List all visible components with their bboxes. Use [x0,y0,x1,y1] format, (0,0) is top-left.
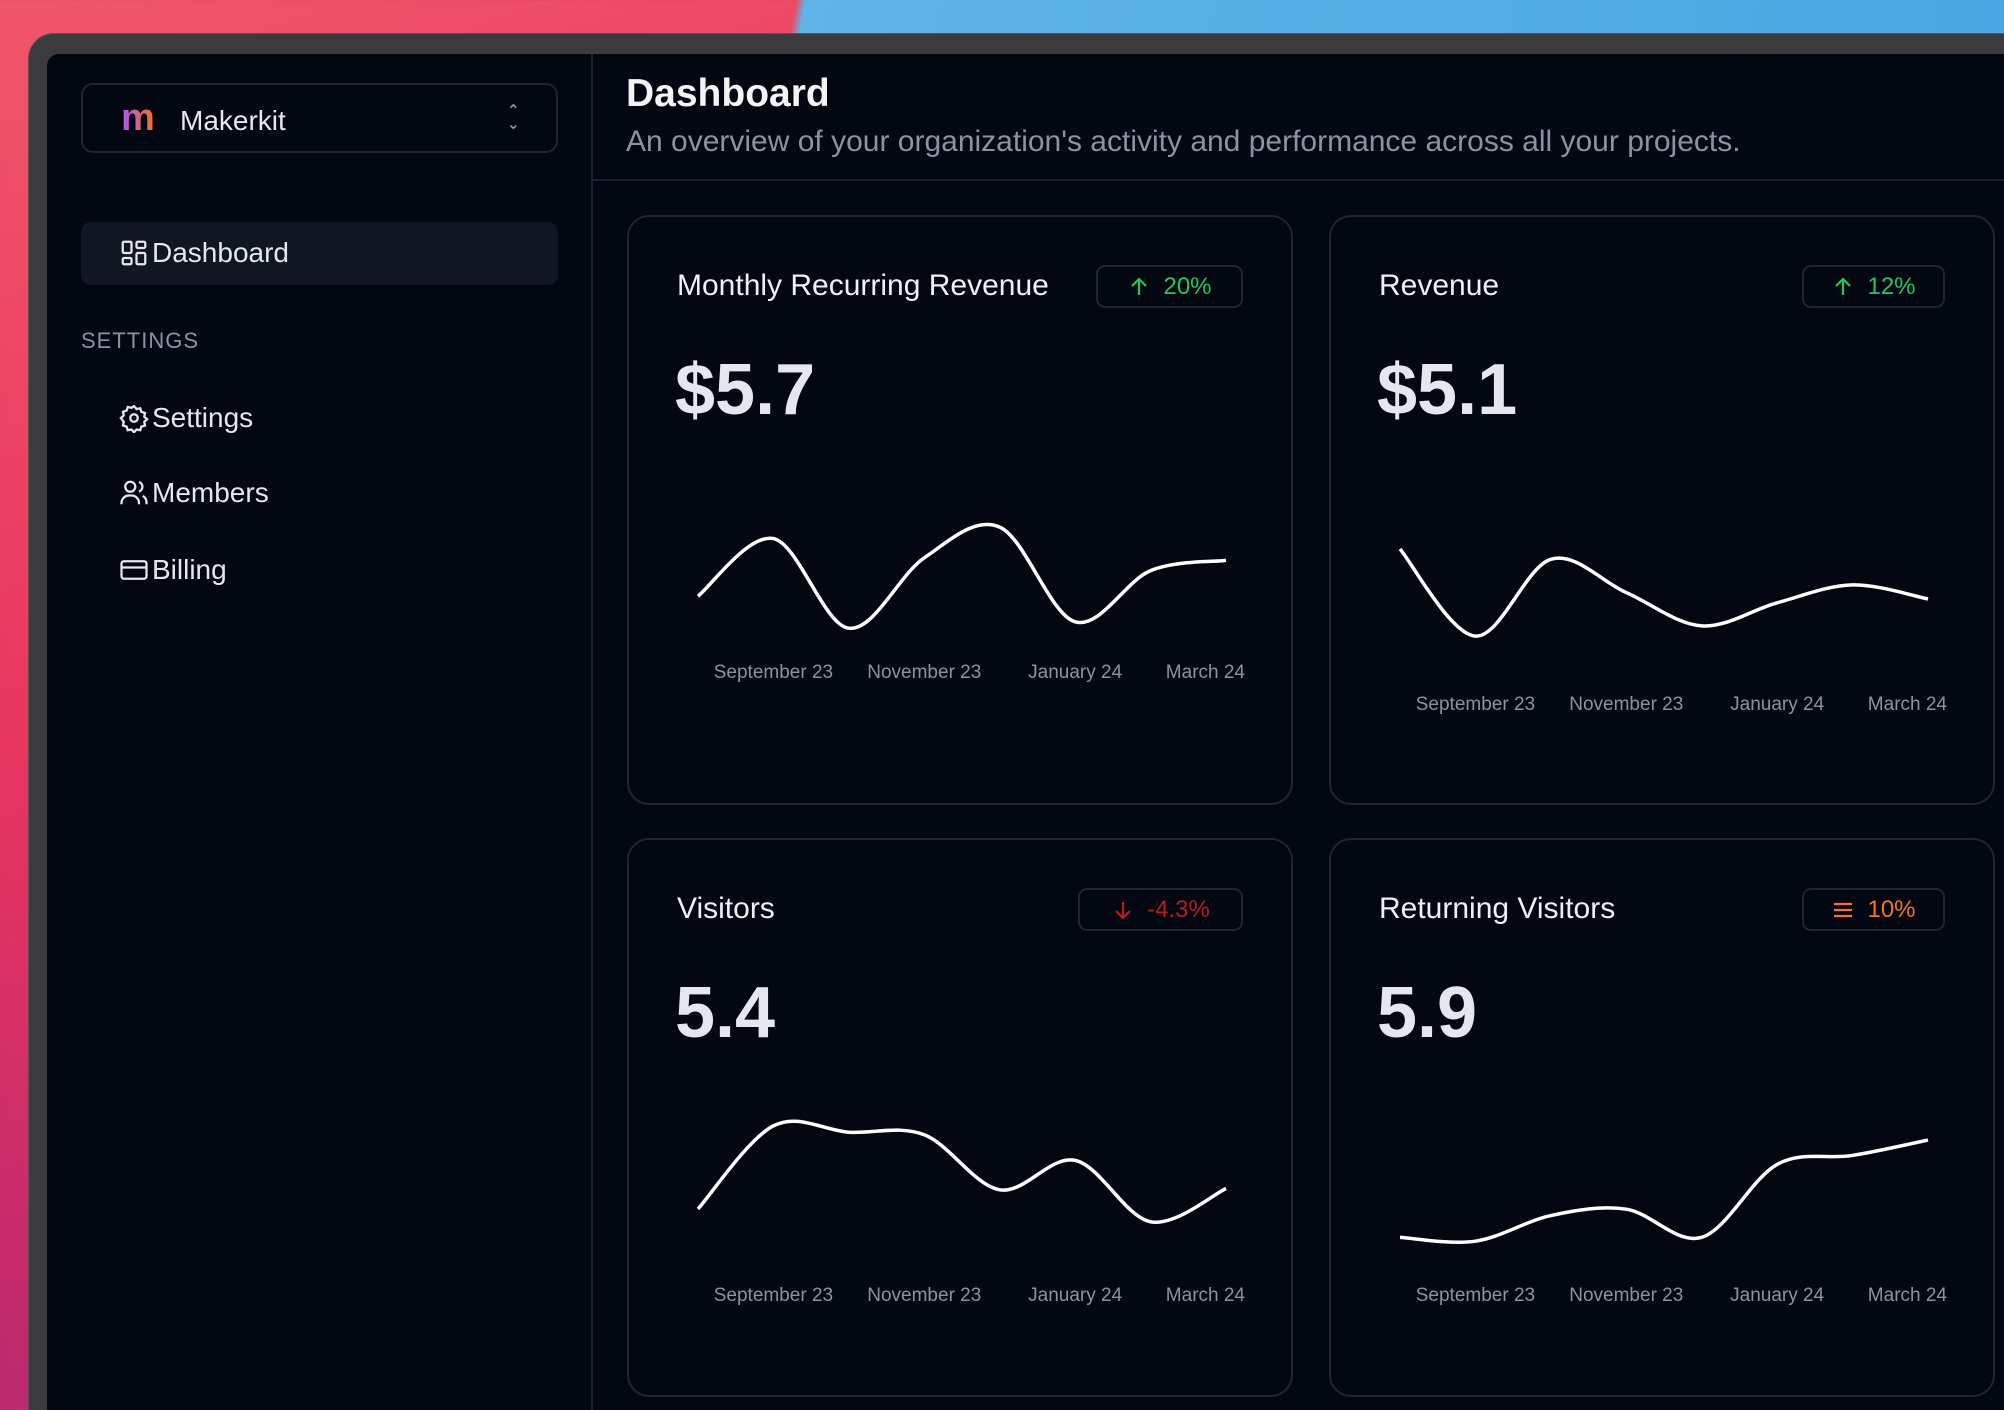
arrow-down-icon [1115,901,1131,920]
page-subtitle: An overview of your organization's activ… [626,125,1741,158]
x-tick-label: March 24 [1868,694,1948,715]
sidebar-item-dashboard[interactable]: Dashboard [81,225,558,281]
x-tick-label: November 23 [867,662,981,683]
x-tick-label: January 24 [1730,694,1824,715]
x-tick-label: March 24 [1166,662,1246,683]
x-tick-label: November 23 [1569,1285,1683,1306]
x-tick-label: September 23 [1416,1285,1535,1306]
sparkline-chart: September 23 November 23 January 24 March 2… [696,1119,1246,1306]
makerkit-logo: m [121,97,155,139]
x-tick-label: September 23 [1416,694,1535,715]
app-window: m Makerkit ⌃ ⌄ Dashboard SETTINGS Setting… [47,54,2004,1410]
series-line [1398,547,1929,638]
card-title: Returning Visitors [1379,892,1616,925]
metric-value: $5.1 [1377,350,1518,430]
metric-value: $5.7 [675,350,816,430]
x-tick-label: January 24 [1730,1285,1824,1306]
trend-badge: 12% [1802,265,1945,308]
x-tick-label: March 24 [1166,1285,1246,1306]
trend-value: 20% [1163,272,1212,300]
sidebar-item-label: Dashboard [152,237,289,268]
sidebar-item-members[interactable]: Members [81,465,558,521]
arrow-up-icon [1835,276,1852,295]
chevrons-up-down-icon: ⌃ ⌄ [506,103,520,133]
series-line [696,522,1227,630]
sidebar: m Makerkit ⌃ ⌄ Dashboard SETTINGS Setting… [47,54,593,1410]
x-tick-label: November 23 [1569,694,1683,715]
x-tick-label: September 23 [714,1285,833,1306]
sparkline-chart: September 23 November 23 January 24 March 2… [1398,547,1948,715]
users-icon [120,480,148,505]
trend-value: -4.3% [1147,895,1210,923]
card-title: Visitors [677,892,775,925]
metric-card-returning-visitors: Returning Visitors 10% 5.9 September 23 No… [1329,838,1995,1397]
credit-card-icon [120,560,148,580]
x-tick-label: September 23 [714,662,833,683]
x-tick-label: November 23 [867,1285,981,1306]
menu-lines-icon [1834,902,1853,917]
metric-card-visitors: Visitors -4.3% 5.4 September 23 November 2… [627,838,1293,1397]
x-tick-label: March 24 [1868,1285,1948,1306]
card-title: Monthly Recurring Revenue [677,269,1049,302]
sidebar-item-label: Settings [152,402,254,433]
trend-badge: 20% [1096,265,1243,308]
series-line [1399,1138,1929,1245]
metric-value: 5.4 [675,973,776,1053]
x-tick-label: January 24 [1028,662,1122,683]
arrow-up-icon [1131,276,1148,295]
sidebar-item-label: Members [152,477,269,508]
gear-icon [119,404,149,433]
sparkline-chart: September 23 November 23 January 24 March 2… [696,522,1246,683]
trend-value: 12% [1867,272,1916,300]
sidebar-item-billing[interactable]: Billing [81,542,558,598]
sidebar-item-label: Billing [152,554,227,585]
x-tick-label: January 24 [1028,1285,1122,1306]
sparkline-chart: September 23 November 23 January 24 March 2… [1399,1138,1948,1306]
metric-card-revenue: Revenue 12% $5.1 September 23 November 23 J… [1329,215,1995,805]
metric-card-mrr: Monthly Recurring Revenue 20% $5.7 Septem… [627,215,1293,805]
layout-dashboard-icon [121,240,147,266]
page-header: Dashboard An overview of your organizati… [593,54,2004,181]
sidebar-item-settings[interactable]: Settings [81,390,558,446]
card-title: Revenue [1379,269,1500,302]
trend-value: 10% [1867,895,1916,923]
settings-section-label: SETTINGS [81,328,200,353]
org-switcher[interactable]: m Makerkit ⌃ ⌄ [81,83,558,153]
series-line [696,1119,1227,1224]
sidebar-item-dashboard-bg [81,222,558,285]
trend-badge: 10% [1802,888,1945,931]
page-title: Dashboard [626,72,830,115]
metric-value: 5.9 [1377,973,1478,1053]
trend-badge: -4.3% [1078,888,1243,931]
org-name: Makerkit [180,105,286,136]
